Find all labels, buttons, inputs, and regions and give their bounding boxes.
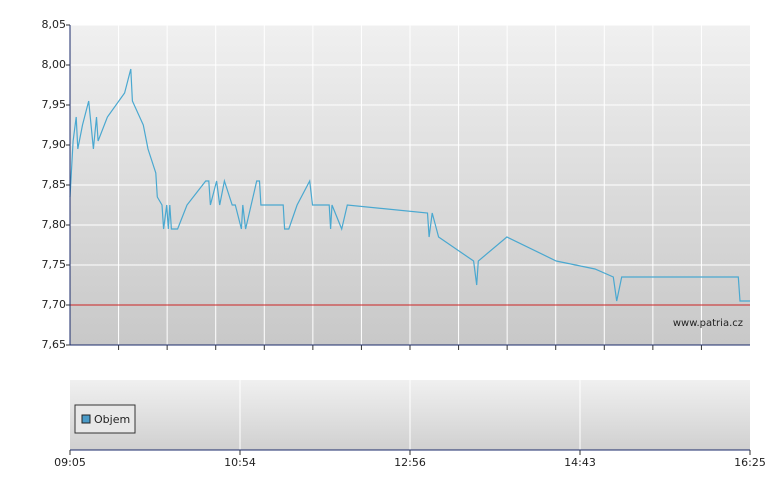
price-line [69,68,750,302]
x-tick-label: 09:05 [54,456,86,469]
y-tick-label: 7,65 [42,338,67,351]
y-tick-label: 8,00 [42,58,67,71]
y-tick-label: 7,80 [42,218,67,231]
y-tick-label: 7,85 [42,178,67,191]
y-tick-label: 7,90 [42,138,67,151]
x-tick-label: 14:43 [564,456,596,469]
y-tick-label: 7,70 [42,298,67,311]
legend-label: Objem [94,413,130,426]
watermark: www.patria.cz [673,318,743,329]
legend-swatch [81,414,91,424]
y-tick-label: 7,95 [42,98,67,111]
x-tick-label: 16:25 [734,456,766,469]
x-tick-label: 10:54 [224,456,256,469]
y-tick-label: 7,75 [42,258,67,271]
y-tick-label: 8,05 [42,18,67,31]
x-tick-label: 12:56 [394,456,426,469]
